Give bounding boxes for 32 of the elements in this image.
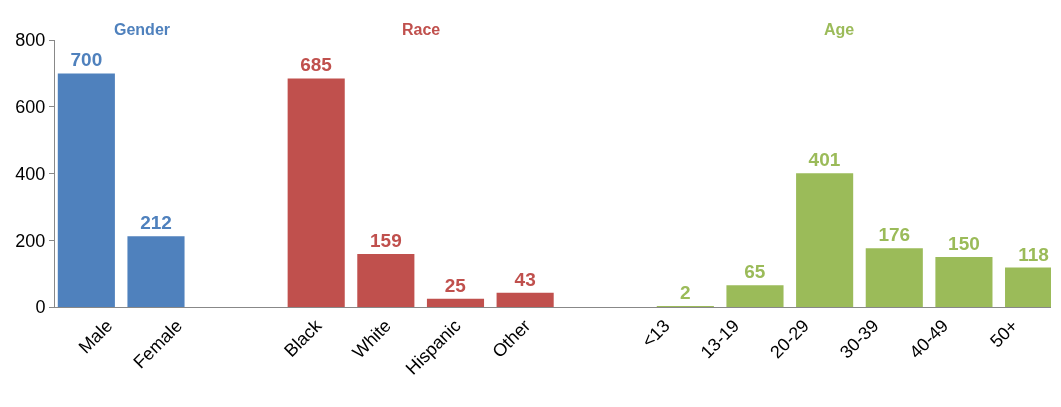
data-label: 25 xyxy=(444,274,467,296)
bar xyxy=(796,173,854,307)
data-label: 700 xyxy=(70,49,103,71)
bar xyxy=(357,253,415,307)
bar xyxy=(287,78,345,307)
data-label: 43 xyxy=(514,268,536,290)
y-tick-label: 800 xyxy=(15,30,46,51)
text: Race xyxy=(402,21,441,38)
data-label: 118 xyxy=(1018,243,1049,265)
data-label: 2 xyxy=(680,282,691,303)
y-tick-label: 200 xyxy=(15,230,46,251)
bar xyxy=(57,73,115,307)
x-tick-label: <13 xyxy=(637,315,674,352)
data-label: 401 xyxy=(808,149,841,171)
bar xyxy=(127,236,185,307)
bar xyxy=(865,248,923,307)
x-tick-label: 50+ xyxy=(986,315,1022,352)
data-label: 65 xyxy=(744,261,766,283)
y-tick-label: 0 xyxy=(35,297,46,318)
bar xyxy=(935,256,993,307)
data-label: 176 xyxy=(878,224,911,246)
y-tick-label: 600 xyxy=(15,97,46,118)
bar xyxy=(496,292,554,307)
data-label: 212 xyxy=(140,212,172,234)
data-label: 159 xyxy=(369,229,402,251)
text: Age xyxy=(824,21,855,38)
y-tick-label: 400 xyxy=(15,163,46,184)
data-label: 150 xyxy=(948,232,980,254)
bar xyxy=(426,298,485,307)
data-label: 685 xyxy=(300,54,333,76)
bar xyxy=(726,285,784,307)
text: Gender xyxy=(114,21,171,38)
